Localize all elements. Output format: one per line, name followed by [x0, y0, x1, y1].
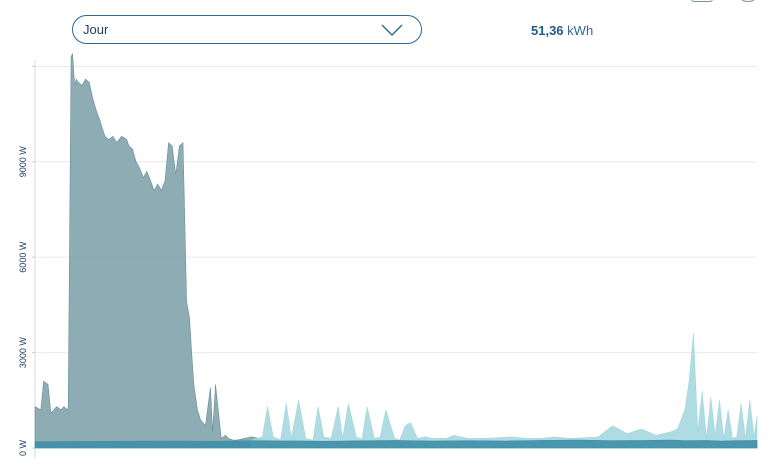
y-tick-label: 9000 W	[18, 146, 28, 178]
y-tick-label: 6000 W	[18, 241, 28, 273]
period-select[interactable]: Jour	[72, 15, 422, 44]
energy-total-value: 51,36	[531, 23, 564, 38]
series-area-1[interactable]	[34, 53, 758, 449]
series-area-2[interactable]	[251, 333, 758, 449]
y-tick-label: 3000 W	[18, 337, 28, 369]
chevron-down-icon	[381, 24, 403, 36]
energy-total-unit: kWh	[567, 23, 594, 38]
series-area-3[interactable]	[34, 439, 758, 449]
y-tick-label: 0 W	[18, 440, 28, 457]
period-select-label: Jour	[83, 22, 109, 37]
y-ticks: 0 W 3000 W 6000 W 9000 W	[18, 65, 35, 457]
series-layer	[34, 53, 758, 449]
energy-total: 51,36 kWh	[531, 23, 593, 38]
